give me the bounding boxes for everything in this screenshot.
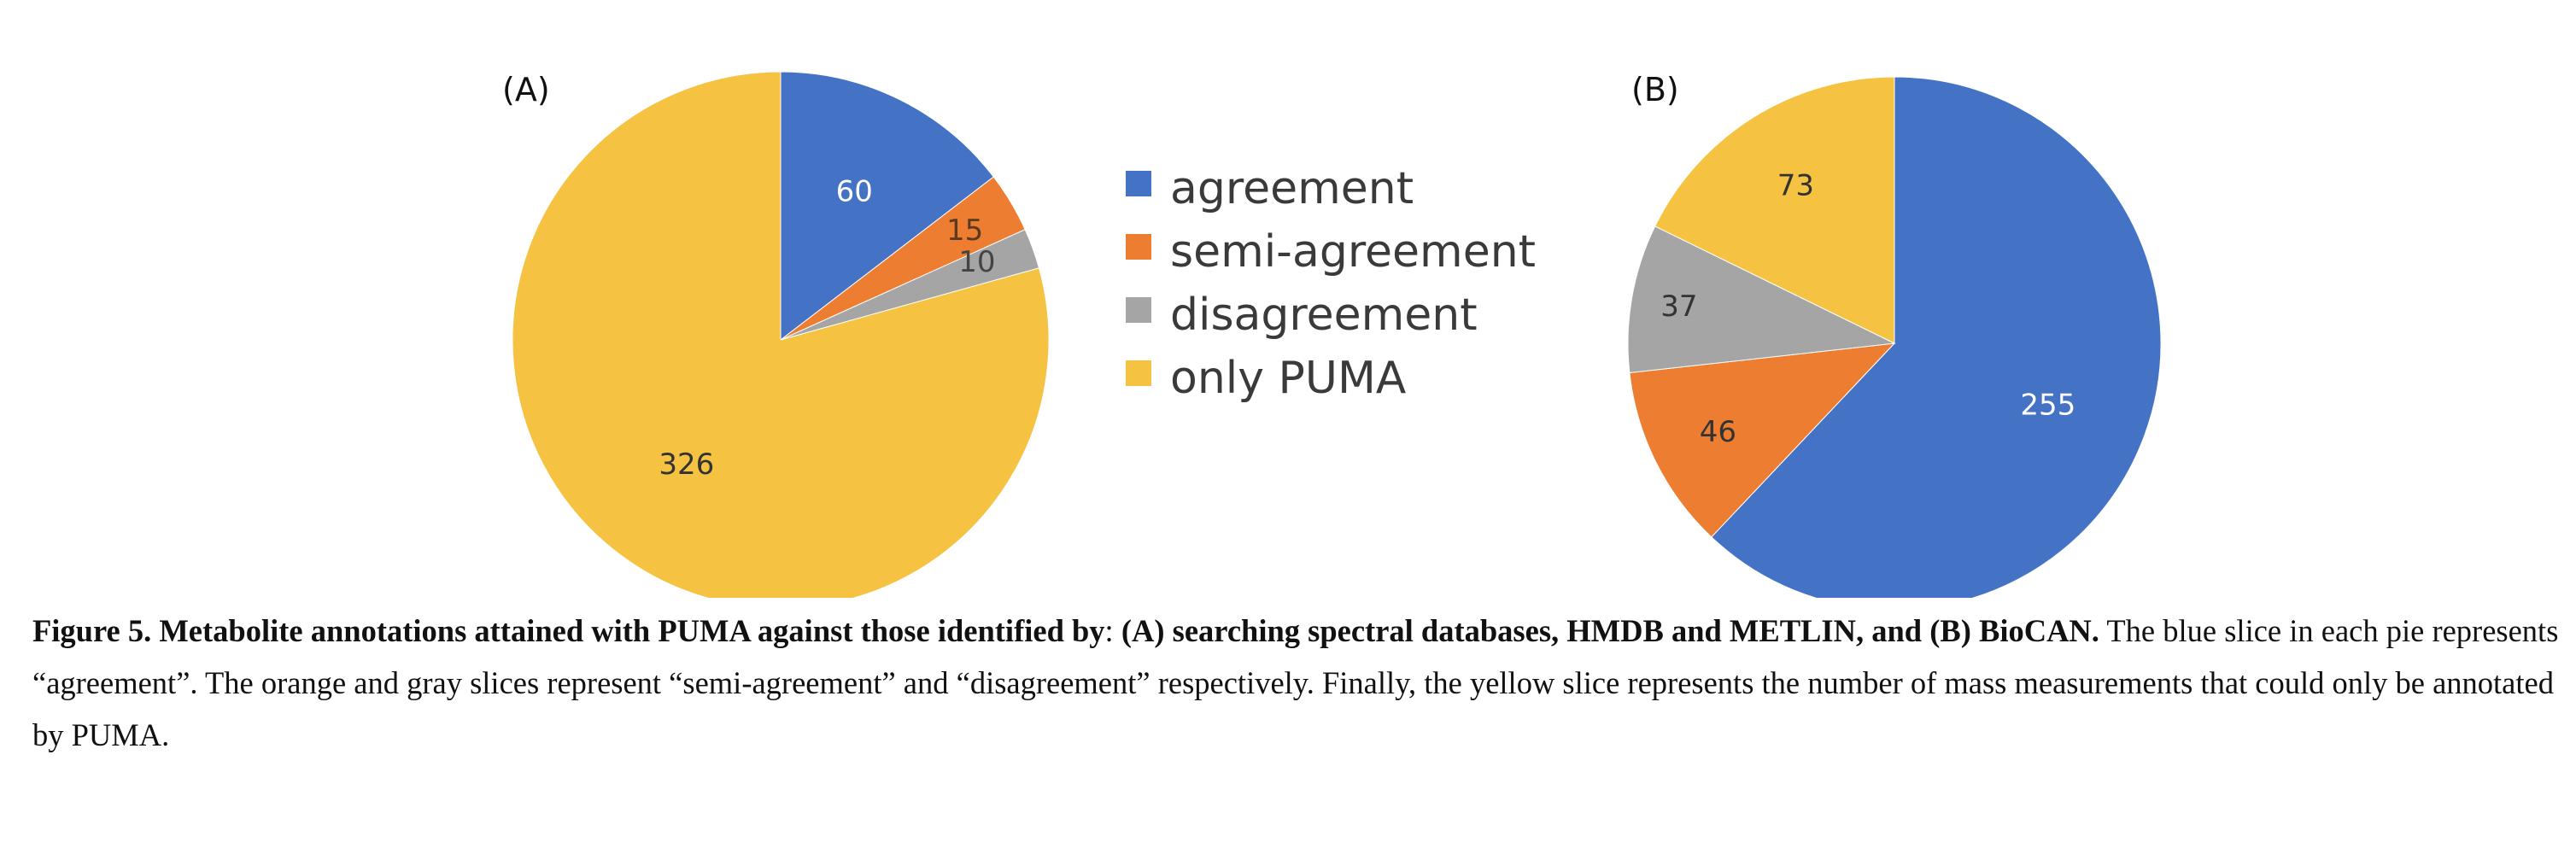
- figure-caption: Figure 5. Metabolite annotations attaine…: [32, 605, 2561, 761]
- slice-disagreement: [1627, 225, 1896, 374]
- slice-label-disagreement: 37: [1660, 290, 1697, 324]
- caption-bold-title: Figure 5. Metabolite annotations attaine…: [32, 613, 1105, 648]
- legend-swatch-only-puma: [1126, 360, 1151, 386]
- legend-label-only-puma: only PUMA: [1170, 353, 1407, 404]
- legend-label-semi-agreement: semi-agreement: [1170, 226, 1536, 278]
- slice-label-semi-agreement: 15: [946, 214, 983, 248]
- legend-label-agreement: agreement: [1170, 163, 1414, 214]
- caption-body: The blue slice in each pie represents “a…: [32, 613, 2559, 752]
- slice-only-puma: [512, 71, 1050, 598]
- slice-only-puma: [1654, 76, 1895, 344]
- slice-label-disagreement: 10: [958, 245, 995, 279]
- slice-label-only-puma: 73: [1777, 169, 1814, 203]
- slice-semi-agreement: [1629, 342, 1896, 538]
- slice-label-only-puma: 326: [659, 447, 714, 482]
- panel-label-b: (B): [1631, 71, 1679, 108]
- legend: agreement semi-agreement disagreement only …: [1126, 163, 1536, 404]
- legend-swatch-disagreement: [1126, 297, 1151, 323]
- slice-agreement: [780, 71, 995, 342]
- legend-label-disagreement: disagreement: [1170, 290, 1478, 341]
- caption-bold-panels: (A) searching spectral databases, HMDB a…: [1113, 613, 2099, 648]
- legend-swatch-agreement: [1126, 171, 1151, 196]
- caption-colon: :: [1104, 613, 1114, 648]
- pie-chart-b: 255 46 37 73 (B): [1627, 71, 2162, 598]
- slice-label-agreement: 60: [836, 174, 873, 208]
- slice-label-semi-agreement: 46: [1700, 415, 1736, 449]
- slice-agreement: [1711, 76, 2162, 598]
- slice-label-agreement: 255: [2020, 389, 2075, 423]
- legend-swatch-semi-agreement: [1126, 234, 1151, 260]
- panel-label-a: (A): [502, 71, 550, 108]
